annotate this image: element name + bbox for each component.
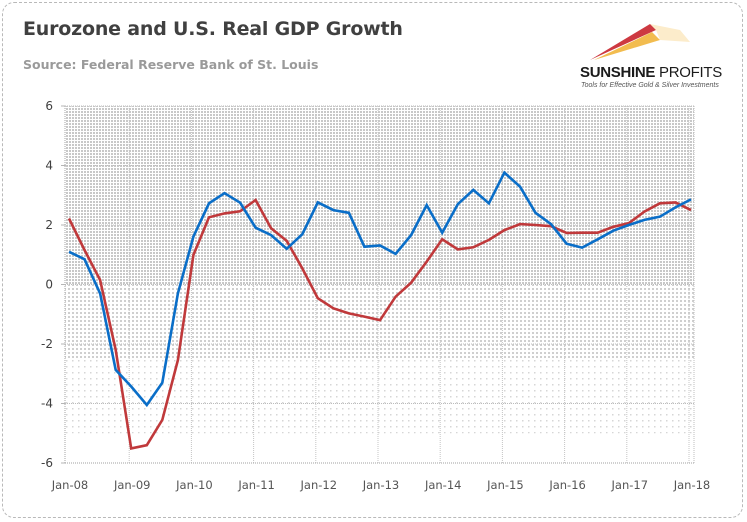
y-tick-label: -4 bbox=[41, 397, 53, 411]
sunshine-profits-logo: SUNSHINE PROFITS Tools for Effective Gol… bbox=[580, 16, 740, 96]
y-tick-label: 0 bbox=[45, 278, 53, 292]
x-tick-label: Jan-16 bbox=[548, 478, 586, 492]
x-tick-label: Jan-12 bbox=[300, 478, 338, 492]
x-axis-ticks: Jan-08 Jan-09 Jan-10 Jan-11 Jan-12 Jan-13 Jan-… bbox=[51, 478, 711, 492]
x-tick-label: Jan-08 bbox=[51, 478, 89, 492]
x-tick-label: Jan-10 bbox=[175, 478, 213, 492]
y-tick-label: -2 bbox=[41, 337, 53, 351]
logo-tagline: Tools for Effective Gold & Silver Invest… bbox=[581, 82, 719, 89]
logo-swoosh-icon bbox=[590, 24, 690, 60]
series-line-u-s bbox=[68, 170, 692, 408]
chart-title: Eurozone and U.S. Real GDP Growth bbox=[23, 18, 403, 40]
logo-name: SUNSHINE PROFITS bbox=[580, 64, 722, 81]
y-tick-label: 6 bbox=[45, 99, 53, 113]
plot-background bbox=[65, 106, 694, 434]
x-tick-label: Jan-11 bbox=[237, 478, 275, 492]
gridlines bbox=[65, 105, 695, 464]
x-tick-label: Jan-18 bbox=[673, 478, 711, 492]
plot-band-lower bbox=[65, 358, 694, 434]
logo-name-regular: PROFITS bbox=[659, 64, 722, 81]
y-tick-label: 4 bbox=[45, 159, 53, 173]
y-tick-label: 2 bbox=[45, 218, 53, 232]
y-axis-ticks: 6 4 2 0 -2 -4 -6 bbox=[41, 99, 65, 470]
logo-name-bold: SUNSHINE bbox=[580, 64, 656, 81]
x-tick-label: Jan-17 bbox=[611, 478, 649, 492]
y-tick-label: -6 bbox=[41, 456, 53, 470]
series-lines bbox=[67, 170, 692, 450]
x-tick-label: Jan-15 bbox=[486, 478, 524, 492]
plot-band-upper bbox=[65, 106, 694, 285]
plot-band-middle bbox=[65, 284, 694, 359]
x-tick-label: Jan-09 bbox=[113, 478, 151, 492]
x-tick-label: Jan-13 bbox=[362, 478, 400, 492]
chart-source: Source: Federal Reserve Bank of St. Loui… bbox=[23, 57, 319, 72]
x-tick-label: Jan-14 bbox=[424, 478, 462, 492]
